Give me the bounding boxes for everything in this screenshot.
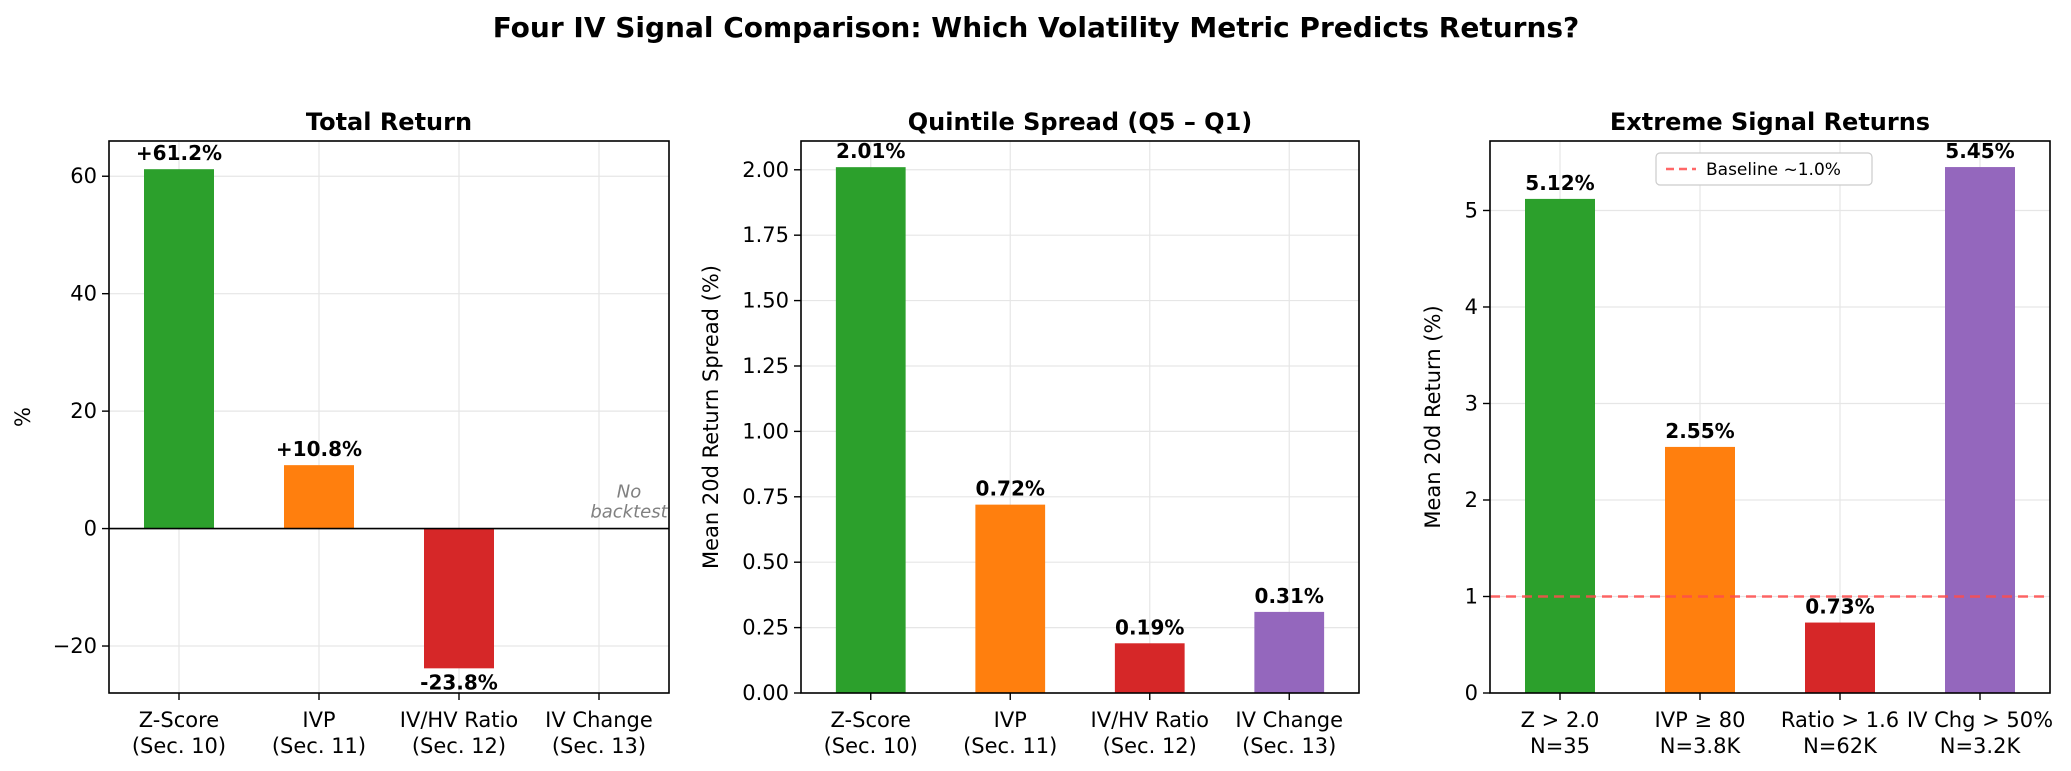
y-tick-label: 2 [1465,488,1478,512]
y-tick-label: 2.00 [742,158,789,182]
y-tick-label: 0.75 [742,485,789,509]
value-label: 0.73% [1805,595,1874,619]
y-tick-label: 4 [1465,295,1478,319]
y-tick-label: −20 [53,634,97,658]
legend-label: Baseline ~1.0% [1706,160,1841,180]
panel-title: Extreme Signal Returns [1610,108,1930,136]
figure-suptitle: Four IV Signal Comparison: Which Volatil… [493,11,1580,44]
bar [1665,446,1735,693]
x-tick-label: IVP ≥ 80 N=3.8K [1655,708,1746,758]
x-tick-label: IVP (Sec. 11) [272,708,366,758]
bar [144,169,214,529]
no-backtest-note: No backtest [590,482,668,523]
bar [424,528,494,669]
y-tick-label: 0 [1465,681,1478,705]
legend-box [1655,152,1873,186]
x-tick-label: IV Change (Sec. 13) [1235,708,1343,758]
value-label: 5.12% [1525,171,1594,195]
axes-frame [800,140,1360,694]
bar [1114,643,1185,693]
panel-title: Quintile Spread (Q5 – Q1) [908,108,1253,136]
value-label: 2.55% [1665,419,1734,443]
chart-panel-2: 2.01% 0.72% 0.19% 0.31% 0.00 0.25 0.50 0.75 1.00… [699,108,1360,758]
x-tick-label: Z-Score (Sec. 10) [132,708,226,758]
x-tick-label: Z-Score (Sec. 10) [824,708,918,758]
value-label: 2.01% [836,139,905,163]
y-tick-label: 0.50 [742,550,789,574]
x-tick-label: IVP (Sec. 11) [963,708,1057,758]
y-axis-label: % [11,407,35,427]
value-label: -23.8% [420,670,498,694]
value-label: 5.45% [1945,139,2014,163]
bar [284,465,354,529]
y-tick-label: 1 [1465,584,1478,608]
y-tick-label: 0.25 [742,616,789,640]
bar [1945,167,2015,694]
bar [975,504,1046,693]
chart-panel-1: +61.2% +10.8% -23.8% No backtest −20 0 20 40 60 Z-… [11,108,670,758]
bar [835,167,906,693]
bar [1254,611,1325,693]
y-tick-label: 20 [70,399,97,423]
x-tick-label: Z > 2.0 N=35 [1521,708,1600,758]
y-tick-label: 5 [1465,198,1478,222]
value-label: 0.31% [1255,584,1324,608]
y-tick-label: 1.50 [742,289,789,313]
value-label: +61.2% [136,141,222,165]
y-axis-label: Mean 20d Return Spread (%) [699,265,723,569]
x-tick-label: IV/HV Ratio (Sec. 12) [400,708,518,758]
y-tick-label: 1.75 [742,223,789,247]
y-tick-label: 60 [70,164,97,188]
axes-frame [1489,140,2051,694]
y-tick-label: 1.25 [742,354,789,378]
y-tick-label: 0 [84,517,97,541]
y-tick-label: 1.00 [742,419,789,443]
y-tick-label: 3 [1465,391,1478,415]
panel-title: Total Return [306,108,472,136]
bar [1525,198,1595,693]
value-label: +10.8% [276,437,362,461]
x-tick-label: IV Change (Sec. 13) [545,708,653,758]
y-tick-label: 40 [70,282,97,306]
y-axis-label: Mean 20d Return (%) [1421,305,1445,528]
x-tick-label: IV/HV Ratio (Sec. 12) [1091,708,1209,758]
x-tick-label: Ratio > 1.6 N=62K [1781,708,1899,758]
y-tick-label: 0.00 [742,681,789,705]
chart-panel-3: Baseline ~1.0% 5.12% 2.55% 0.73% 5.45% 0 1 2 3 4 5… [1421,108,2053,758]
value-label: 0.72% [976,477,1045,501]
x-tick-label: IV Chg > 50% N=3.2K [1907,708,2053,758]
value-label: 0.19% [1115,615,1184,639]
bar [1805,622,1875,693]
axes-frame [108,140,670,694]
